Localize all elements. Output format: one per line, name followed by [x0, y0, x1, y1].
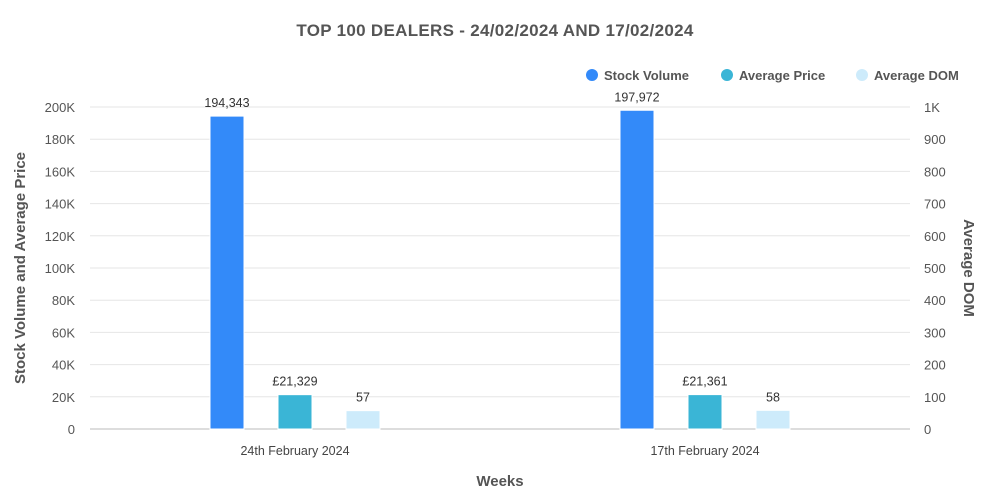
right-tick-label: 700 — [924, 197, 946, 212]
left-tick-label: 20K — [52, 390, 75, 405]
bar-average-dom — [755, 409, 791, 430]
bar-stock-volume — [619, 109, 655, 430]
bar-average-price — [687, 394, 723, 430]
left-tick-label: 160K — [45, 164, 76, 179]
left-tick-label: 180K — [45, 132, 76, 147]
right-tick-label: 900 — [924, 132, 946, 147]
bar-value-label: 194,343 — [204, 96, 249, 110]
legend-item[interactable]: Average Price — [739, 68, 825, 83]
legend-marker — [856, 69, 868, 81]
left-tick-label: 0 — [68, 422, 75, 437]
right-tick-label: 400 — [924, 293, 946, 308]
bar-value-label: 57 — [356, 391, 370, 405]
bars — [209, 109, 791, 430]
bar-value-label: 58 — [766, 390, 780, 404]
left-axis-ticks: 0 20K 40K 60K 80K 100K 120K 140K 160K 180K 200K — [45, 100, 76, 437]
x-axis-title: Weeks — [476, 473, 523, 490]
right-tick-label: 0 — [924, 422, 931, 437]
bar-average-price — [277, 394, 313, 430]
left-tick-label: 40K — [52, 358, 75, 373]
left-tick-label: 120K — [45, 229, 76, 244]
bar-value-label: £21,329 — [272, 375, 317, 389]
legend-marker — [721, 69, 733, 81]
bar-data-labels: 194,343 £21,329 57 197,972 £21,361 58 — [204, 90, 780, 404]
right-tick-label: 1K — [924, 100, 940, 115]
right-axis-title: Average DOM — [960, 219, 977, 317]
right-tick-label: 600 — [924, 229, 946, 244]
bar-value-label: 197,972 — [614, 90, 659, 104]
legend-marker — [586, 69, 598, 81]
bar-value-label: £21,361 — [682, 375, 727, 389]
right-tick-label: 200 — [924, 358, 946, 373]
legend-item[interactable]: Stock Volume — [604, 68, 689, 83]
left-tick-label: 100K — [45, 261, 76, 276]
left-tick-label: 60K — [52, 325, 75, 340]
category-label: 24th February 2024 — [240, 444, 349, 458]
right-axis-ticks: 0 100 200 300 400 500 600 700 800 900 1K — [924, 100, 946, 437]
left-tick-label: 80K — [52, 293, 75, 308]
chart-title: TOP 100 DEALERS - 24/02/2024 AND 17/02/2… — [296, 21, 693, 40]
category-labels: 24th February 2024 17th February 2024 — [240, 444, 759, 458]
right-tick-label: 100 — [924, 390, 946, 405]
legend-item[interactable]: Average DOM — [874, 68, 959, 83]
right-tick-label: 500 — [924, 261, 946, 276]
bar-stock-volume — [209, 115, 245, 430]
left-tick-label: 140K — [45, 197, 76, 212]
left-tick-label: 200K — [45, 100, 76, 115]
category-label: 17th February 2024 — [650, 444, 759, 458]
right-tick-label: 800 — [924, 164, 946, 179]
legend: Stock Volume Average Price Average DOM — [586, 68, 959, 83]
left-axis-title: Stock Volume and Average Price — [12, 152, 29, 384]
right-tick-label: 300 — [924, 325, 946, 340]
bar-average-dom — [345, 410, 381, 430]
